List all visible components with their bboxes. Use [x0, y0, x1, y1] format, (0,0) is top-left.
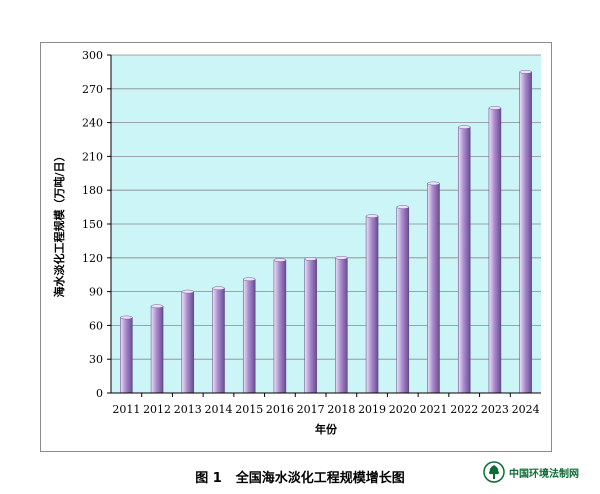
bar-top-2017	[304, 257, 317, 261]
bar-2017	[304, 258, 317, 394]
x-tick-label: 2023	[481, 403, 509, 416]
y-tick-label: 60	[89, 319, 103, 332]
x-tick-label: 2013	[174, 403, 202, 416]
x-tick-label: 2016	[266, 403, 294, 416]
y-axis-title: 海水淡化工程规模（万吨/日）	[52, 150, 66, 297]
chart-frame: 0 30 60 90 120 150 180 210 240 270 300 2011 2012 201…	[40, 42, 552, 452]
bar-top-2011	[120, 315, 133, 320]
y-tick-label: 30	[89, 353, 103, 366]
bar-top-2019	[365, 214, 379, 218]
x-tick-label: 2011	[112, 403, 140, 416]
bar-2013	[181, 291, 195, 394]
bar-2023	[488, 107, 502, 394]
bar-top-2022	[458, 125, 471, 129]
bar-top-2013	[181, 289, 194, 294]
bar-top-2024	[519, 70, 532, 74]
tree-emblem-icon	[483, 461, 505, 483]
bar-2016	[273, 259, 287, 394]
bar-2018	[335, 257, 348, 394]
y-tick-label: 120	[82, 252, 103, 265]
y-tick-label: 210	[82, 150, 103, 163]
x-axis-title: 年份	[315, 422, 338, 436]
x-tick-label: 2020	[389, 403, 417, 416]
y-tick-label: 300	[82, 49, 103, 62]
y-tick-label: 0	[96, 387, 103, 400]
y-tick-label: 270	[82, 83, 103, 96]
x-tick-label: 2021	[420, 403, 448, 416]
y-tick-labels: 0 30 60 90 120 150 180 210 240 270 300	[82, 49, 103, 400]
x-tick-label: 2019	[358, 403, 386, 416]
bar-top-2014	[212, 286, 225, 291]
bar-top-2020	[396, 205, 409, 209]
x-tick-label: 2018	[327, 403, 355, 416]
y-tick-label: 90	[89, 286, 103, 299]
bar-2011	[120, 317, 133, 394]
bar-top-2015	[243, 277, 256, 282]
bar-2012	[150, 305, 164, 394]
figure-title: 全国海水淡化工程规模增长图	[235, 471, 405, 486]
x-tick-label: 2017	[297, 403, 325, 416]
x-tick-label: 2022	[450, 403, 478, 416]
bar-2015	[242, 278, 256, 394]
bar-top-2012	[150, 304, 164, 309]
bar-top-2023	[488, 106, 502, 110]
x-tick-label: 2014	[205, 403, 233, 416]
bars	[120, 70, 532, 394]
watermark-text: 中国环境法制网	[509, 468, 579, 480]
x-tick-label: 2024	[512, 403, 540, 416]
bar-2024	[519, 71, 532, 394]
bar-2021	[427, 183, 440, 394]
y-tick-label: 180	[82, 184, 103, 197]
bar-2022	[457, 126, 471, 394]
figure-caption: 图 1 全国海水淡化工程规模增长图	[0, 467, 600, 486]
bar-2014	[212, 287, 225, 394]
x-tick-label: 2012	[143, 403, 171, 416]
bar-top-2021	[427, 181, 440, 186]
bar-2019	[365, 215, 379, 394]
y-tick-label: 150	[82, 218, 103, 231]
figure-number: 图 1	[195, 471, 222, 486]
bar-top-2018	[335, 255, 348, 260]
y-tick-label: 240	[82, 117, 103, 130]
bar-2020	[396, 206, 410, 394]
bar-top-2016	[273, 258, 287, 262]
x-tick-labels: 2011 2012 2013 2014 2015 2016 2017 2018 2019 2020…	[112, 393, 540, 416]
watermark: 中国环境法制网	[483, 459, 579, 485]
x-tick-label: 2015	[235, 403, 263, 416]
